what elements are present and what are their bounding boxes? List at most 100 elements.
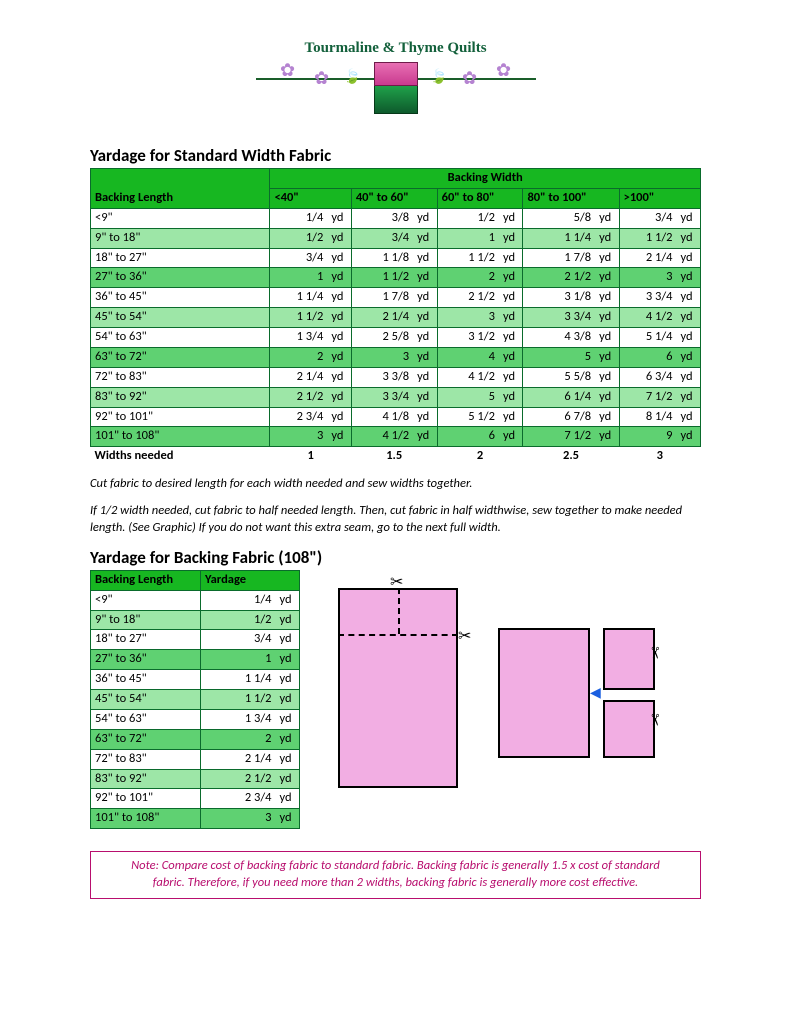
length-cell: 83" to 92" <box>91 769 201 789</box>
unit-cell: yd <box>677 228 701 248</box>
value-cell: 3 1/2 <box>437 328 499 348</box>
value-cell: 2 <box>437 268 499 288</box>
value-cell: 1 <box>201 650 276 670</box>
scissors-icon: ✂ <box>645 646 665 659</box>
unit-cell: yd <box>499 208 523 228</box>
length-cell: 92" to 101" <box>91 789 201 809</box>
value-cell: 1 1/2 <box>351 268 413 288</box>
unit-cell: yd <box>276 749 300 769</box>
unit-cell: yd <box>276 670 300 690</box>
table-row: 72" to 83"2 1/4yd3 3/8yd4 1/2yd5 5/8yd6 … <box>91 367 701 387</box>
unit-cell: yd <box>413 208 437 228</box>
logo: Tourmaline & Thyme Quilts ✿ ✿ ✿ ✿ 🍃 🍃 <box>266 40 526 130</box>
unit-cell: yd <box>276 789 300 809</box>
table-row: 101" to 108"3yd <box>91 809 300 829</box>
value-cell: 1/2 <box>437 208 499 228</box>
cutting-diagram: ✂ ✂ ✂ ✂ ◀ <box>328 588 658 818</box>
width-col-header: >100" <box>619 188 700 208</box>
value-cell: 2 1/4 <box>351 308 413 328</box>
width-col-header: <40" <box>270 188 351 208</box>
value-cell: 1 3/4 <box>270 328 327 348</box>
cut-line-vertical <box>398 588 400 634</box>
unit-cell: yd <box>499 367 523 387</box>
length-cell: 9" to 18" <box>91 228 270 248</box>
unit-cell: yd <box>595 308 619 328</box>
value-cell: 3 3/4 <box>351 387 413 407</box>
unit-cell: yd <box>413 308 437 328</box>
value-cell: 6 <box>437 427 499 447</box>
unit-cell: yd <box>327 208 351 228</box>
table-row: 18" to 27"3/4yd1 1/8yd1 1/2yd1 7/8yd2 1/… <box>91 248 701 268</box>
unit-cell: yd <box>276 809 300 829</box>
length-cell: 72" to 83" <box>91 749 201 769</box>
length-cell: 36" to 45" <box>91 670 201 690</box>
unit-cell: yd <box>595 248 619 268</box>
unit-cell: yd <box>276 650 300 670</box>
cut-line-horizontal <box>338 634 458 636</box>
unit-cell: yd <box>276 690 300 710</box>
unit-cell: yd <box>499 288 523 308</box>
logo-container: Tourmaline & Thyme Quilts ✿ ✿ ✿ ✿ 🍃 🍃 <box>90 40 701 135</box>
length-cell: 63" to 72" <box>91 347 270 367</box>
value-cell: 3 <box>201 809 276 829</box>
unit-cell: yd <box>276 590 300 610</box>
length-cell: 45" to 54" <box>91 690 201 710</box>
unit-cell: yd <box>413 347 437 367</box>
table-row: 27" to 36"1yd <box>91 650 300 670</box>
unit-cell: yd <box>413 427 437 447</box>
widths-needed-value: 1.5 <box>351 447 437 466</box>
unit-cell: yd <box>413 367 437 387</box>
value-cell: 1 1/2 <box>201 690 276 710</box>
value-cell: 6 7/8 <box>523 407 595 427</box>
value-cell: 2 1/2 <box>270 387 327 407</box>
unit-cell: yd <box>677 288 701 308</box>
value-cell: 9 <box>619 427 676 447</box>
value-cell: 1 <box>270 268 327 288</box>
value-cell: 3 1/8 <box>523 288 595 308</box>
table2-title: Yardage for Backing Fabric (108") <box>90 547 701 568</box>
unit-cell: yd <box>677 347 701 367</box>
flower-icon: ✿ <box>314 70 330 86</box>
unit-cell: yd <box>499 347 523 367</box>
length-cell: 83" to 92" <box>91 387 270 407</box>
unit-cell: yd <box>677 407 701 427</box>
instruction-2: If 1/2 width needed, cut fabric to half … <box>90 503 701 537</box>
value-cell: 2 <box>201 729 276 749</box>
value-cell: 3/8 <box>351 208 413 228</box>
table1-title: Yardage for Standard Width Fabric <box>90 145 701 166</box>
value-cell: 2 <box>270 347 327 367</box>
unit-cell: yd <box>413 228 437 248</box>
table-row: 54" to 63"1 3/4yd2 5/8yd3 1/2yd4 3/8yd5 … <box>91 328 701 348</box>
value-cell: 7 1/2 <box>619 387 676 407</box>
unit-cell: yd <box>413 387 437 407</box>
table-row: 63" to 72"2yd3yd4yd5yd6yd <box>91 347 701 367</box>
backing-length-header: Backing Length <box>91 570 201 590</box>
value-cell: 3 <box>351 347 413 367</box>
table-row: 45" to 54"1 1/2yd2 1/4yd3yd3 3/4yd4 1/2y… <box>91 308 701 328</box>
unit-cell: yd <box>413 407 437 427</box>
table-row: 45" to 54"1 1/2yd <box>91 690 300 710</box>
length-cell: 45" to 54" <box>91 308 270 328</box>
value-cell: 1 1/2 <box>619 228 676 248</box>
value-cell: 2 1/2 <box>523 268 595 288</box>
unit-cell: yd <box>595 228 619 248</box>
unit-cell: yd <box>327 347 351 367</box>
table-row: 18" to 27"3/4yd <box>91 630 300 650</box>
fabric-piece-2 <box>498 628 590 758</box>
value-cell: 3/4 <box>351 228 413 248</box>
value-cell: 8 1/4 <box>619 407 676 427</box>
value-cell: 3 <box>619 268 676 288</box>
table-row: <9"1/4yd <box>91 590 300 610</box>
bottom-section: Backing Length Yardage <9"1/4yd9" to 18"… <box>90 570 701 829</box>
value-cell: 1 1/4 <box>201 670 276 690</box>
value-cell: 4 1/2 <box>619 308 676 328</box>
unit-cell: yd <box>677 367 701 387</box>
value-cell: 2 1/2 <box>437 288 499 308</box>
unit-cell: yd <box>677 308 701 328</box>
table-row: 63" to 72"2yd <box>91 729 300 749</box>
widths-needed-value: 3 <box>619 447 700 466</box>
length-cell: 92" to 101" <box>91 407 270 427</box>
value-cell: 5/8 <box>523 208 595 228</box>
value-cell: 1 1/8 <box>351 248 413 268</box>
unit-cell: yd <box>276 729 300 749</box>
